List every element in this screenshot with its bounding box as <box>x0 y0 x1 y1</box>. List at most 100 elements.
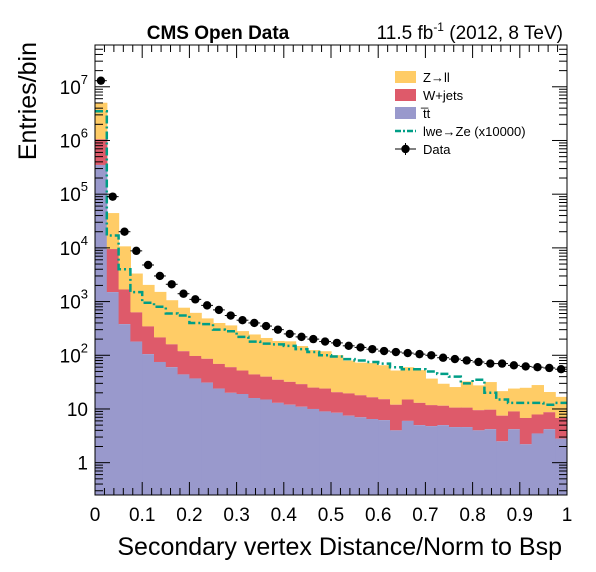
bar-ttbar-27 <box>413 425 426 495</box>
x-tick-label: 0 <box>90 505 101 526</box>
bar-wjets-19 <box>319 388 332 412</box>
bar-ttbar-35 <box>508 429 521 495</box>
bar-ttbar-13 <box>248 398 261 495</box>
x-tick-label: 0.6 <box>365 505 391 526</box>
data-point-12 <box>238 315 247 325</box>
bar-wjets-12 <box>236 370 249 395</box>
bar-ttbar-31 <box>460 427 474 495</box>
bar-wjets-34 <box>496 415 509 442</box>
bar-ttbar-20 <box>331 412 344 495</box>
bar-ttbar-9 <box>201 382 214 495</box>
x-tick-label: 0.5 <box>318 505 344 526</box>
bar-wjets-6 <box>165 344 179 368</box>
data-point-34 <box>497 359 507 368</box>
bar-wjets-4 <box>142 326 155 355</box>
bar-wjets-28 <box>425 405 438 427</box>
x-tick-label: 0.1 <box>129 505 155 526</box>
data-point-2 <box>120 227 129 236</box>
legend-label: Z→ll <box>423 70 450 85</box>
bar-ttbar-29 <box>437 425 450 495</box>
bar-zll-10 <box>213 323 226 364</box>
y-tick-label: 10 <box>67 400 88 421</box>
bar-ttbar-16 <box>283 404 297 495</box>
bar-wjets-5 <box>154 337 167 362</box>
bar-ttbar-24 <box>378 420 391 495</box>
bar-zll-18 <box>307 350 320 388</box>
bar-zll-34 <box>496 391 509 416</box>
bar-wjets-3 <box>130 312 143 342</box>
bar-ttbar-3 <box>130 341 143 495</box>
y-tick-label: 106 <box>60 125 88 152</box>
bar-ttbar-34 <box>496 441 509 495</box>
data-point-13 <box>250 318 259 328</box>
bar-wjets-32 <box>472 410 485 431</box>
bar-wjets-17 <box>295 384 308 407</box>
bar-zll-22 <box>354 362 367 396</box>
bar-zll-38 <box>543 392 556 413</box>
bar-wjets-14 <box>260 376 273 400</box>
data-point-23 <box>368 344 377 354</box>
bar-ttbar-36 <box>519 444 533 495</box>
bar-ttbar-37 <box>531 433 544 495</box>
bar-zll-13 <box>248 334 261 375</box>
bar-zll-9 <box>201 318 214 359</box>
legend-entry-4: Data <box>395 142 451 157</box>
data-point-39 <box>556 365 566 374</box>
data-point-21 <box>344 341 353 351</box>
bar-wjets-15 <box>272 379 285 403</box>
bar-wjets-9 <box>201 358 214 383</box>
bar-ttbar-21 <box>342 415 356 495</box>
bar-zll-17 <box>295 345 308 385</box>
x-axis-title: Secondary vertex Distance/Norm to Bsp <box>117 533 562 561</box>
data-point-30 <box>450 354 460 364</box>
bar-wjets-1 <box>106 249 120 293</box>
bar-zll-11 <box>224 325 238 368</box>
bar-ttbar-8 <box>189 378 202 495</box>
bar-ttbar-2 <box>118 324 131 495</box>
data-point-5 <box>155 271 165 281</box>
data-point-7 <box>179 289 188 298</box>
x-axis: 0 0.1 0.2 0.3 0.4 0.5 0.6 0.7 0.8 0.9 1 <box>90 45 572 526</box>
data-point-18 <box>309 334 318 344</box>
bar-wjets-39 <box>555 417 567 439</box>
data-point-1 <box>108 192 117 201</box>
data-point-26 <box>403 348 412 358</box>
data-point-28 <box>427 351 436 360</box>
data-point-19 <box>320 337 330 346</box>
bar-zll-1 <box>106 213 120 250</box>
bar-ttbar-23 <box>366 419 379 495</box>
bar-zll-29 <box>437 383 450 406</box>
bar-wjets-25 <box>390 404 403 431</box>
bar-wjets-36 <box>519 417 533 445</box>
bar-wjets-31 <box>460 407 474 428</box>
bar-zll-32 <box>472 385 485 411</box>
data-point-36 <box>521 362 530 371</box>
x-tick-label: 0.4 <box>271 505 298 526</box>
bar-zll-14 <box>260 337 273 377</box>
x-tick-label: 0.9 <box>507 505 533 526</box>
bar-zll-25 <box>390 370 403 405</box>
bar-ttbar-22 <box>354 417 367 495</box>
bar-zll-3 <box>130 273 143 313</box>
bar-ttbar-12 <box>236 394 249 495</box>
bar-ttbar-28 <box>425 426 438 495</box>
bar-zll-4 <box>142 284 155 327</box>
bar-zll-23 <box>366 363 379 398</box>
legend-label: Data <box>423 142 451 157</box>
data-point-17 <box>297 332 306 342</box>
y-tick-label: 1 <box>77 454 88 475</box>
bar-zll-20 <box>331 355 344 393</box>
bar-zll-33 <box>484 382 497 410</box>
bar-wjets-26 <box>401 399 415 421</box>
legend-swatch <box>395 89 416 101</box>
legend-entry-1: W+jets <box>395 88 464 103</box>
data-point-0 <box>96 76 106 85</box>
bar-wjets-20 <box>331 392 344 413</box>
bar-zll-39 <box>555 396 567 418</box>
y-tick-label: 105 <box>60 179 88 206</box>
bar-ttbar-10 <box>213 388 226 495</box>
legend-entry-0: Z→ll <box>395 70 450 85</box>
bar-ttbar-7 <box>177 374 190 495</box>
bar-ttbar-15 <box>272 402 285 495</box>
